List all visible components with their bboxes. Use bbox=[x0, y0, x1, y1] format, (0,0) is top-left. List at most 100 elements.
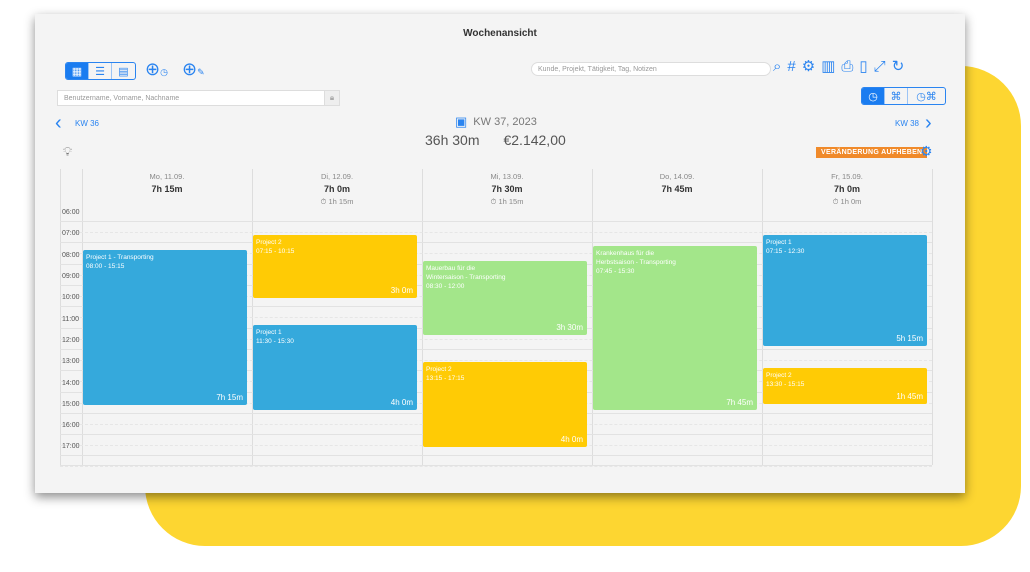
day-header[interactable]: Mi, 13.09. 7h 30m ⏱︎ 1h 15m bbox=[422, 172, 592, 207]
day-total: 7h 30m bbox=[491, 184, 523, 194]
entry-duration: 4h 0m bbox=[390, 398, 413, 407]
settings-badge-icon[interactable]: ⚙ bbox=[920, 143, 933, 159]
next-week-icon[interactable]: › bbox=[925, 112, 932, 134]
hour-line bbox=[60, 221, 932, 222]
entry-duration: 5h 15m bbox=[896, 334, 923, 343]
hour-line bbox=[60, 349, 932, 350]
entry-duration: 4h 0m bbox=[560, 435, 583, 444]
time-entry[interactable]: Project 2 13:15 - 17:15 4h 0m bbox=[423, 362, 587, 447]
entry-title: Mauerbau für die Wintersaison - Transpor… bbox=[426, 265, 506, 281]
display-mode-switch: ◷ ⌘ ◷⌘ bbox=[861, 87, 946, 105]
search-input[interactable]: Kunde, Projekt, Tätigkeit, Tag, Notizen bbox=[531, 62, 771, 76]
entry-time: 07:45 - 15:30 bbox=[596, 268, 635, 275]
day-break: 1h 15m bbox=[328, 197, 354, 206]
tag-mode-button[interactable]: ⌘ bbox=[885, 88, 908, 104]
day-break: 1h 15m bbox=[498, 197, 524, 206]
view-mode-switch: ▦ ☰ ▤ bbox=[65, 62, 136, 80]
refresh-icon[interactable]: ↻ bbox=[891, 58, 905, 75]
day-header[interactable]: Do, 14.09. 7h 45m bbox=[592, 172, 762, 194]
day-label: Mo, 11.09. bbox=[149, 172, 185, 181]
calendar-view-button[interactable]: ▦ bbox=[66, 63, 89, 79]
day-label: Mi, 13.09. bbox=[490, 172, 524, 181]
entry-duration: 3h 0m bbox=[390, 286, 413, 295]
entry-title: Krankenhaus für die Herbstsaison - Trans… bbox=[596, 250, 676, 266]
hour-label: 16:00 bbox=[62, 422, 80, 429]
time-entry[interactable]: Project 1 11:30 - 15:30 4h 0m bbox=[253, 325, 417, 410]
time-entry[interactable]: Project 2 13:30 - 15:15 1h 45m bbox=[763, 368, 927, 404]
entry-title: Project 1 - Transporting bbox=[86, 254, 154, 261]
hour-label: 12:00 bbox=[62, 337, 80, 344]
entry-time: 07:15 - 10:15 bbox=[256, 248, 295, 255]
total-time: 36h 30m bbox=[425, 132, 480, 148]
day-total: 7h 0m bbox=[833, 184, 860, 194]
table-view-button[interactable]: ▤ bbox=[118, 65, 129, 78]
entry-duration: 3h 30m bbox=[556, 323, 583, 332]
hour-label: 13:00 bbox=[62, 358, 80, 365]
hour-label: 17:00 bbox=[62, 443, 80, 450]
app-window: Wochenansicht ▦ ☰ ▤ ⊕◷ ⊕✎ Kunde, Projekt… bbox=[35, 14, 965, 493]
day-total: 7h 45m bbox=[661, 184, 693, 194]
hour-label: 08:00 bbox=[62, 252, 80, 259]
add-tag-icon[interactable]: ⊕✎ bbox=[182, 59, 205, 79]
gear-icon[interactable]: ⚙ bbox=[801, 58, 816, 75]
time-tag-mode-button[interactable]: ◷⌘ bbox=[916, 90, 937, 103]
entry-duration: 7h 45m bbox=[726, 398, 753, 407]
hour-label: 07:00 bbox=[62, 230, 80, 237]
chart-icon[interactable]: ▥ bbox=[821, 58, 836, 75]
time-entry[interactable]: Krankenhaus für die Herbstsaison - Trans… bbox=[593, 246, 757, 410]
print-icon[interactable]: ⎙ bbox=[841, 58, 854, 75]
hour-label: 09:00 bbox=[62, 273, 80, 280]
hour-label: 14:00 bbox=[62, 380, 80, 387]
entry-title: Project 2 bbox=[766, 372, 792, 379]
time-entry[interactable]: Project 1 07:15 - 12:30 5h 15m bbox=[763, 235, 927, 346]
day-header[interactable]: Mo, 11.09. 7h 15m bbox=[82, 172, 252, 194]
day-total: 7h 15m bbox=[151, 184, 183, 194]
lightbulb-icon[interactable]: 💡︎ bbox=[63, 144, 73, 159]
day-header[interactable]: Di, 12.09. 7h 0m ⏱︎ 1h 15m bbox=[252, 172, 422, 207]
export-icon[interactable]: ▯ bbox=[859, 58, 868, 75]
half-hour-line bbox=[60, 360, 932, 361]
day-break: 1h 0m bbox=[840, 197, 862, 206]
total-amount: €2.142,00 bbox=[503, 132, 566, 148]
time-entry[interactable]: Mauerbau für die Wintersaison - Transpor… bbox=[423, 261, 587, 335]
hour-line bbox=[60, 455, 932, 456]
stopwatch-icon: ⏱︎ bbox=[320, 197, 329, 206]
entry-time: 13:15 - 17:15 bbox=[426, 375, 465, 382]
entry-title: Project 2 bbox=[256, 239, 282, 246]
entry-time: 08:30 - 12:00 bbox=[426, 283, 465, 290]
time-entry[interactable]: Project 2 07:15 - 10:15 3h 0m bbox=[253, 235, 417, 298]
hour-line bbox=[60, 242, 932, 243]
prev-week-icon[interactable]: ‹ bbox=[55, 112, 62, 134]
stopwatch-icon: ⏱︎ bbox=[490, 197, 499, 206]
add-time-icon[interactable]: ⊕◷ bbox=[145, 59, 168, 79]
hour-label: 15:00 bbox=[62, 401, 80, 408]
reset-changes-button[interactable]: VERÄNDERUNG AUFHEBEN bbox=[816, 147, 928, 158]
user-filter-input[interactable]: Benutzername, Vorname, Nachname bbox=[57, 90, 325, 106]
current-week: KW 37, 2023 bbox=[473, 116, 537, 128]
half-hour-line bbox=[60, 339, 932, 340]
fullscreen-icon[interactable]: ⤢ bbox=[873, 58, 886, 75]
day-label: Di, 12.09. bbox=[320, 172, 354, 181]
calendar-icon[interactable]: ▣ bbox=[455, 114, 468, 129]
day-header[interactable]: Fr, 15.09. 7h 0m ⏱︎ 1h 0m bbox=[762, 172, 932, 207]
entry-title: Project 1 bbox=[256, 329, 282, 336]
search-icon[interactable]: ⌕ bbox=[773, 58, 782, 75]
next-week-link[interactable]: KW 38 bbox=[895, 119, 920, 128]
time-entry[interactable]: Project 1 - Transporting 08:00 - 15:15 7… bbox=[83, 250, 247, 405]
time-mode-button[interactable]: ◷ bbox=[862, 88, 885, 104]
prev-week-link[interactable]: KW 36 bbox=[75, 119, 100, 128]
hour-label: 10:00 bbox=[62, 294, 80, 301]
lock-icon[interactable]: 🔒︎ bbox=[324, 90, 340, 106]
hour-label: 06:00 bbox=[62, 209, 80, 216]
half-hour-line bbox=[60, 253, 932, 254]
half-hour-line bbox=[60, 466, 932, 467]
entry-duration: 7h 15m bbox=[216, 393, 243, 402]
stopwatch-icon: ⏱︎ bbox=[832, 197, 841, 206]
window-title: Wochenansicht bbox=[463, 28, 537, 39]
hour-label: 11:00 bbox=[62, 316, 79, 323]
entry-time: 08:00 - 15:15 bbox=[86, 263, 125, 270]
list-view-button[interactable]: ☰ bbox=[89, 63, 112, 79]
entry-title: Project 1 bbox=[766, 239, 792, 246]
day-label: Do, 14.09. bbox=[659, 172, 695, 181]
hash-icon[interactable]: # bbox=[787, 58, 796, 75]
